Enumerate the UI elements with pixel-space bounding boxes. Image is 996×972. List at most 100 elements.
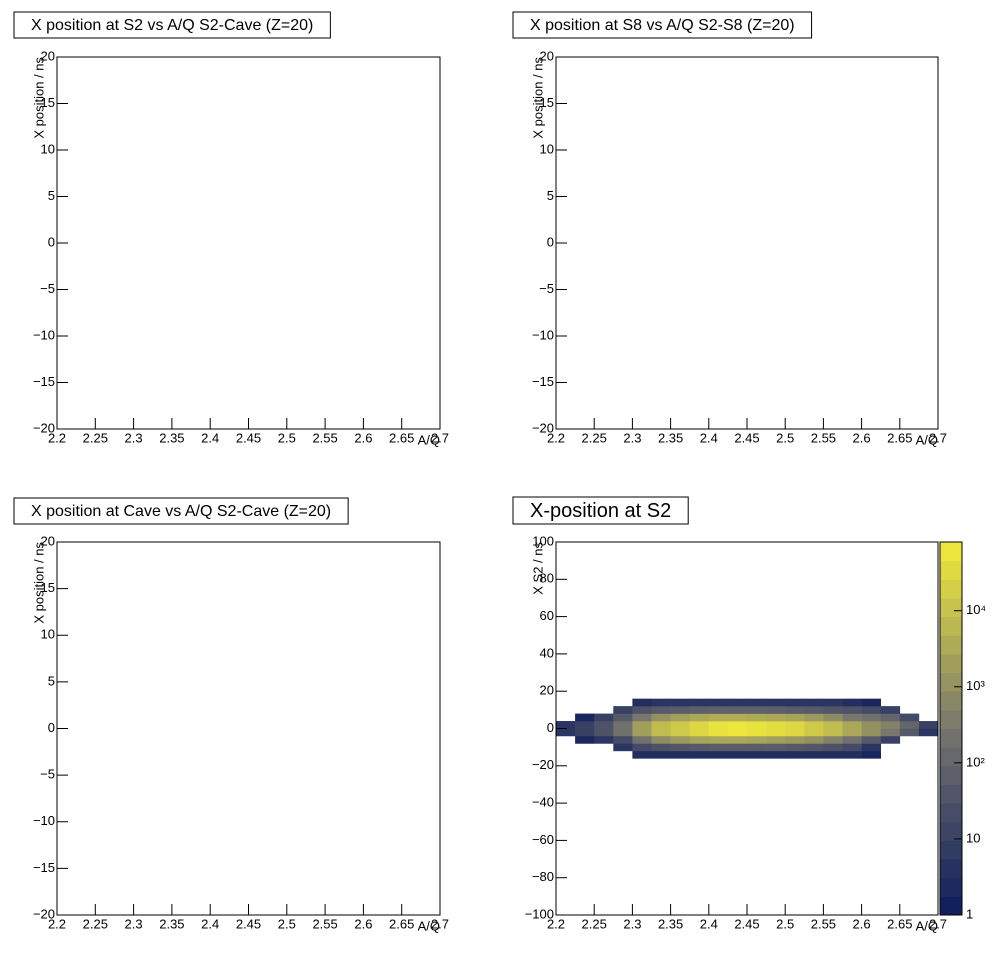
x-tick-label: 2.45 [236,430,261,445]
bin [556,728,576,737]
bin [919,736,938,744]
x-tick-label: 2.5 [278,430,296,445]
bin [785,735,805,744]
x-tick-label: 2.35 [658,430,683,445]
y-tick-label: 0 [48,234,55,249]
x-tick-label: 2.25 [83,916,108,931]
y-tick-label: 20 [540,48,554,63]
x-tick-label: 2.35 [159,916,184,931]
bin [632,706,652,714]
x-tick-label: 2.4 [201,430,219,445]
x-tick-label: 2.45 [236,916,261,931]
z-tick-label: 10² [966,754,985,769]
palette-band [940,877,962,897]
bin [804,698,824,707]
frame [555,56,939,430]
z-tick-label: 1 [966,906,973,921]
x-tick-label: 2.7 [929,430,947,445]
bin [613,713,633,722]
y-tick-label: −10 [33,327,55,342]
pad: 1 10 10² 10³ 10⁴ 2.2 2.25 2.3 2.35 2.4 2.45 2.5 2.55… [512,496,986,933]
bin [651,735,671,744]
frame [56,541,441,916]
x-tick-label: 2.65 [887,916,912,931]
bin [823,728,843,737]
bin [556,736,575,744]
y-axis-label: X position / ns [31,542,46,624]
bin [670,721,690,729]
y-axis-label: X S2 / ns [530,542,545,595]
bin [823,721,843,729]
bin [899,721,920,729]
y-tick-label: 20 [540,683,554,698]
bin [900,706,919,714]
y-tick-label: −20 [532,420,554,435]
bin [899,713,920,722]
bin [919,751,938,759]
palette-band [940,709,962,729]
y-tick-label: −15 [33,860,55,875]
bin [594,735,614,744]
bin [766,728,786,737]
x-tick-label: 2.25 [83,430,108,445]
x-tick-label: 2.6 [354,916,372,931]
bin [842,713,862,722]
y-tick-label: −100 [525,906,554,921]
x-axis-label: A/Q [418,432,440,447]
z-tick-label: 10³ [966,678,985,693]
y-tick-label: −5 [40,767,55,782]
bin [804,706,824,714]
bin [861,750,881,759]
bin [899,728,920,737]
y-tick-label: 5 [48,188,55,203]
bin [613,706,633,714]
bin [785,750,805,759]
bin [900,743,919,751]
bin [785,743,805,752]
y-tick-label: 60 [540,608,554,623]
y-tick-label: 100 [532,533,554,548]
bin [708,743,729,752]
x-tick-label: 2.2 [547,430,565,445]
bin [670,735,690,744]
bin [804,728,824,737]
bin [689,728,710,737]
y-axis-label: X position / ns [31,57,46,139]
bin [727,735,748,744]
bin [708,728,729,737]
bin [689,706,710,714]
bin [785,706,805,714]
bin [556,721,576,729]
x-tick-label: 2.3 [623,916,641,931]
title-box [512,11,813,39]
bin [651,698,671,707]
x-tick-label: 2.25 [582,916,607,931]
bin [823,713,843,722]
bin [727,706,748,714]
y-tick-label: −60 [532,832,554,847]
bin [747,735,767,744]
bin [766,743,786,752]
y-tick-label: −15 [532,374,554,389]
x-tick-label: 2.3 [125,916,143,931]
bin [670,706,690,714]
bin [575,699,594,707]
x-tick-label: 2.4 [700,916,718,931]
palette-band [940,840,962,860]
bin [613,751,632,759]
bin [670,698,690,707]
bin [651,743,671,752]
x-tick-label: 2.5 [278,916,296,931]
chart-title: X position at S8 vs A/Q S2-S8 (Z=20) [530,17,795,34]
y-tick-label: 15 [540,95,554,110]
palette-band [940,859,962,879]
bin [785,721,805,729]
palette-band [940,896,962,916]
bin [613,699,632,707]
bin [861,743,881,752]
x-tick-label: 2.55 [811,916,836,931]
y-tick-label: 5 [48,673,55,688]
bin [880,735,901,744]
bin [613,721,633,729]
bin [842,735,862,744]
